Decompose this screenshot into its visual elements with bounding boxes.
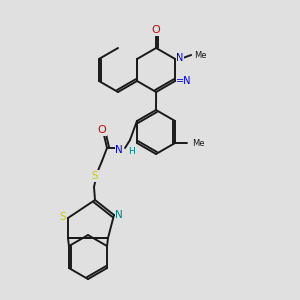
Text: S: S: [92, 171, 98, 181]
Text: N: N: [176, 53, 184, 63]
Text: O: O: [152, 25, 161, 35]
Text: Me: Me: [194, 50, 207, 59]
Text: S: S: [60, 212, 66, 222]
Text: =N: =N: [176, 76, 192, 86]
Text: H: H: [128, 148, 135, 157]
Text: N: N: [115, 210, 123, 220]
Text: O: O: [98, 125, 106, 135]
Text: Me: Me: [192, 139, 205, 148]
Text: N: N: [115, 145, 123, 155]
